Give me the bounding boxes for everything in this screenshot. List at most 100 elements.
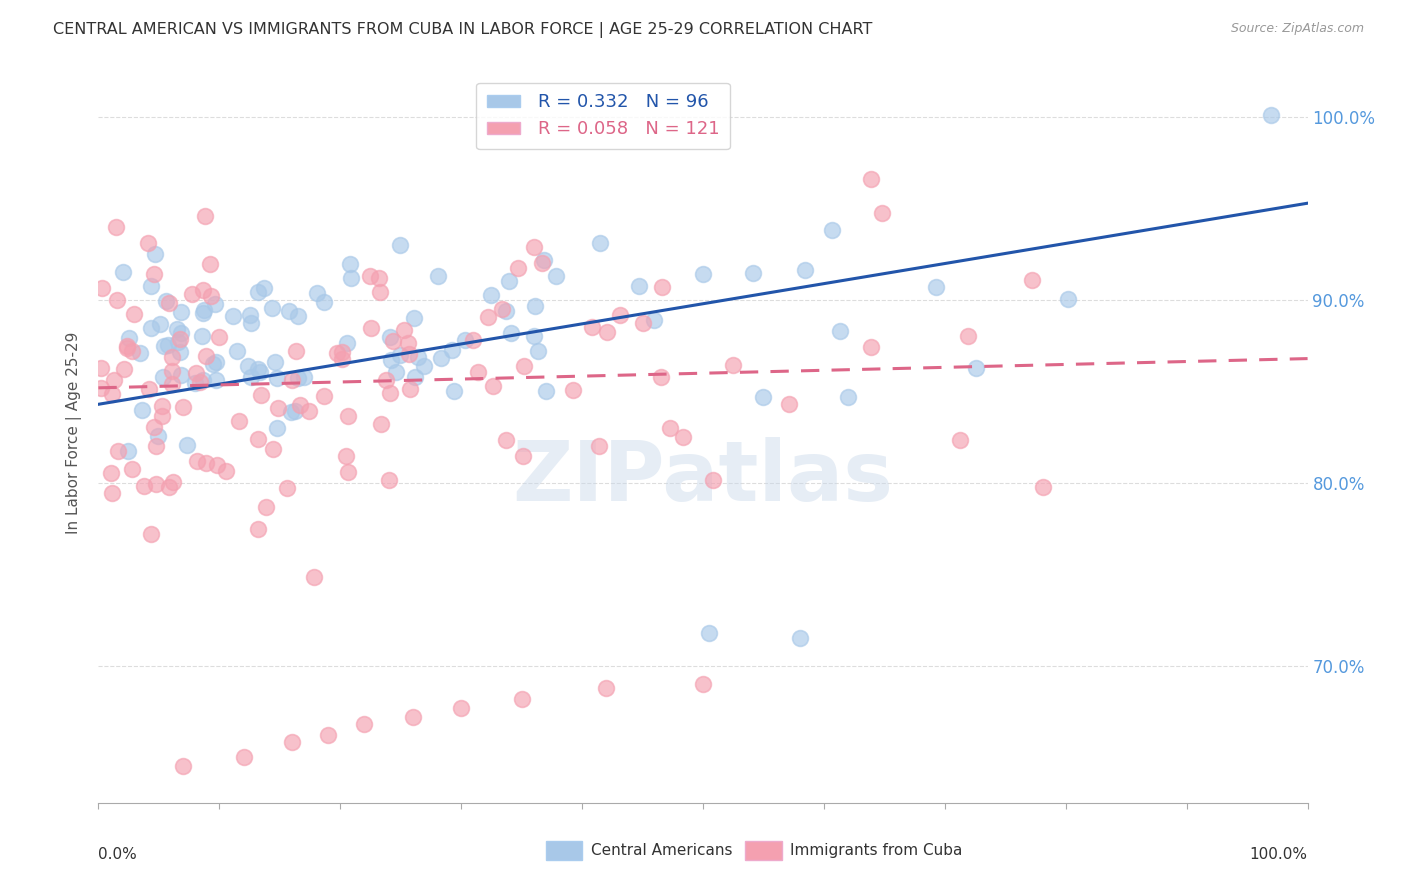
- Point: [925, 280, 948, 294]
- Point: [143, 267, 166, 281]
- Point: [1021, 273, 1043, 287]
- Point: [121, 462, 143, 476]
- Point: [821, 223, 844, 237]
- Point: [266, 401, 288, 415]
- Point: [246, 285, 269, 299]
- Point: [204, 355, 226, 369]
- Point: [287, 310, 309, 324]
- Point: [477, 310, 499, 324]
- Point: [101, 485, 124, 500]
- Point: [194, 349, 217, 363]
- Point: [172, 400, 194, 414]
- Text: CENTRAL AMERICAN VS IMMIGRANTS FROM CUBA IN LABOR FORCE | AGE 25-29 CORRELATION : CENTRAL AMERICAN VS IMMIGRANTS FROM CUBA…: [53, 22, 873, 38]
- Point: [491, 302, 513, 317]
- Point: [256, 500, 278, 514]
- Point: [581, 319, 603, 334]
- Point: [325, 346, 347, 360]
- Point: [298, 403, 321, 417]
- Point: [523, 240, 546, 254]
- Point: [481, 378, 503, 392]
- Point: [215, 464, 238, 478]
- Point: [247, 432, 270, 446]
- Point: [162, 363, 184, 377]
- Point: [281, 735, 304, 749]
- Point: [527, 343, 550, 358]
- Text: 100.0%: 100.0%: [1250, 847, 1308, 863]
- Point: [643, 313, 665, 327]
- Point: [247, 361, 270, 376]
- Point: [176, 438, 198, 452]
- Point: [193, 302, 215, 317]
- Point: [208, 330, 231, 344]
- Text: Source: ZipAtlas.com: Source: ZipAtlas.com: [1230, 22, 1364, 36]
- Point: [103, 374, 125, 388]
- Point: [353, 717, 375, 731]
- Point: [672, 429, 695, 443]
- Point: [276, 481, 298, 495]
- Point: [143, 246, 166, 260]
- Text: Immigrants from Cuba: Immigrants from Cuba: [790, 843, 963, 858]
- Point: [368, 285, 391, 299]
- FancyBboxPatch shape: [546, 841, 582, 860]
- Point: [561, 383, 583, 397]
- Point: [830, 324, 852, 338]
- Point: [957, 329, 980, 343]
- Point: [513, 359, 536, 373]
- Point: [699, 625, 721, 640]
- Point: [1260, 108, 1282, 122]
- Point: [90, 281, 112, 295]
- Point: [512, 449, 534, 463]
- Point: [533, 253, 555, 268]
- Point: [461, 333, 484, 347]
- Point: [156, 338, 179, 352]
- Point: [742, 266, 765, 280]
- Point: [236, 359, 259, 373]
- Point: [837, 390, 859, 404]
- Text: Central Americans: Central Americans: [591, 843, 733, 858]
- Point: [523, 299, 546, 313]
- Point: [160, 376, 183, 391]
- Point: [221, 309, 243, 323]
- Point: [479, 288, 502, 302]
- Point: [121, 344, 143, 359]
- Point: [150, 399, 173, 413]
- Text: 0.0%: 0.0%: [98, 847, 138, 863]
- Point: [359, 268, 381, 283]
- Point: [380, 352, 402, 367]
- Point: [149, 318, 172, 332]
- Point: [495, 303, 517, 318]
- Point: [389, 238, 412, 252]
- Point: [454, 334, 477, 348]
- Point: [523, 329, 546, 343]
- Point: [188, 375, 211, 389]
- Point: [860, 171, 883, 186]
- Point: [627, 279, 650, 293]
- Point: [595, 681, 617, 695]
- Point: [336, 335, 359, 350]
- Point: [118, 330, 141, 344]
- Point: [228, 414, 250, 428]
- Point: [589, 236, 612, 251]
- Point: [498, 274, 520, 288]
- Point: [240, 369, 263, 384]
- Point: [170, 326, 193, 341]
- Point: [193, 306, 215, 320]
- Point: [150, 409, 173, 423]
- Point: [111, 265, 134, 279]
- Point: [107, 443, 129, 458]
- Point: [794, 263, 817, 277]
- Point: [596, 325, 619, 339]
- Point: [290, 398, 312, 412]
- Point: [194, 209, 217, 223]
- Point: [280, 404, 302, 418]
- Point: [152, 339, 174, 353]
- Point: [467, 365, 489, 379]
- Point: [105, 219, 128, 234]
- Point: [122, 307, 145, 321]
- Point: [692, 677, 714, 691]
- Point: [100, 466, 122, 480]
- Point: [789, 632, 811, 646]
- Point: [508, 260, 530, 275]
- Point: [1032, 480, 1054, 494]
- Point: [117, 444, 139, 458]
